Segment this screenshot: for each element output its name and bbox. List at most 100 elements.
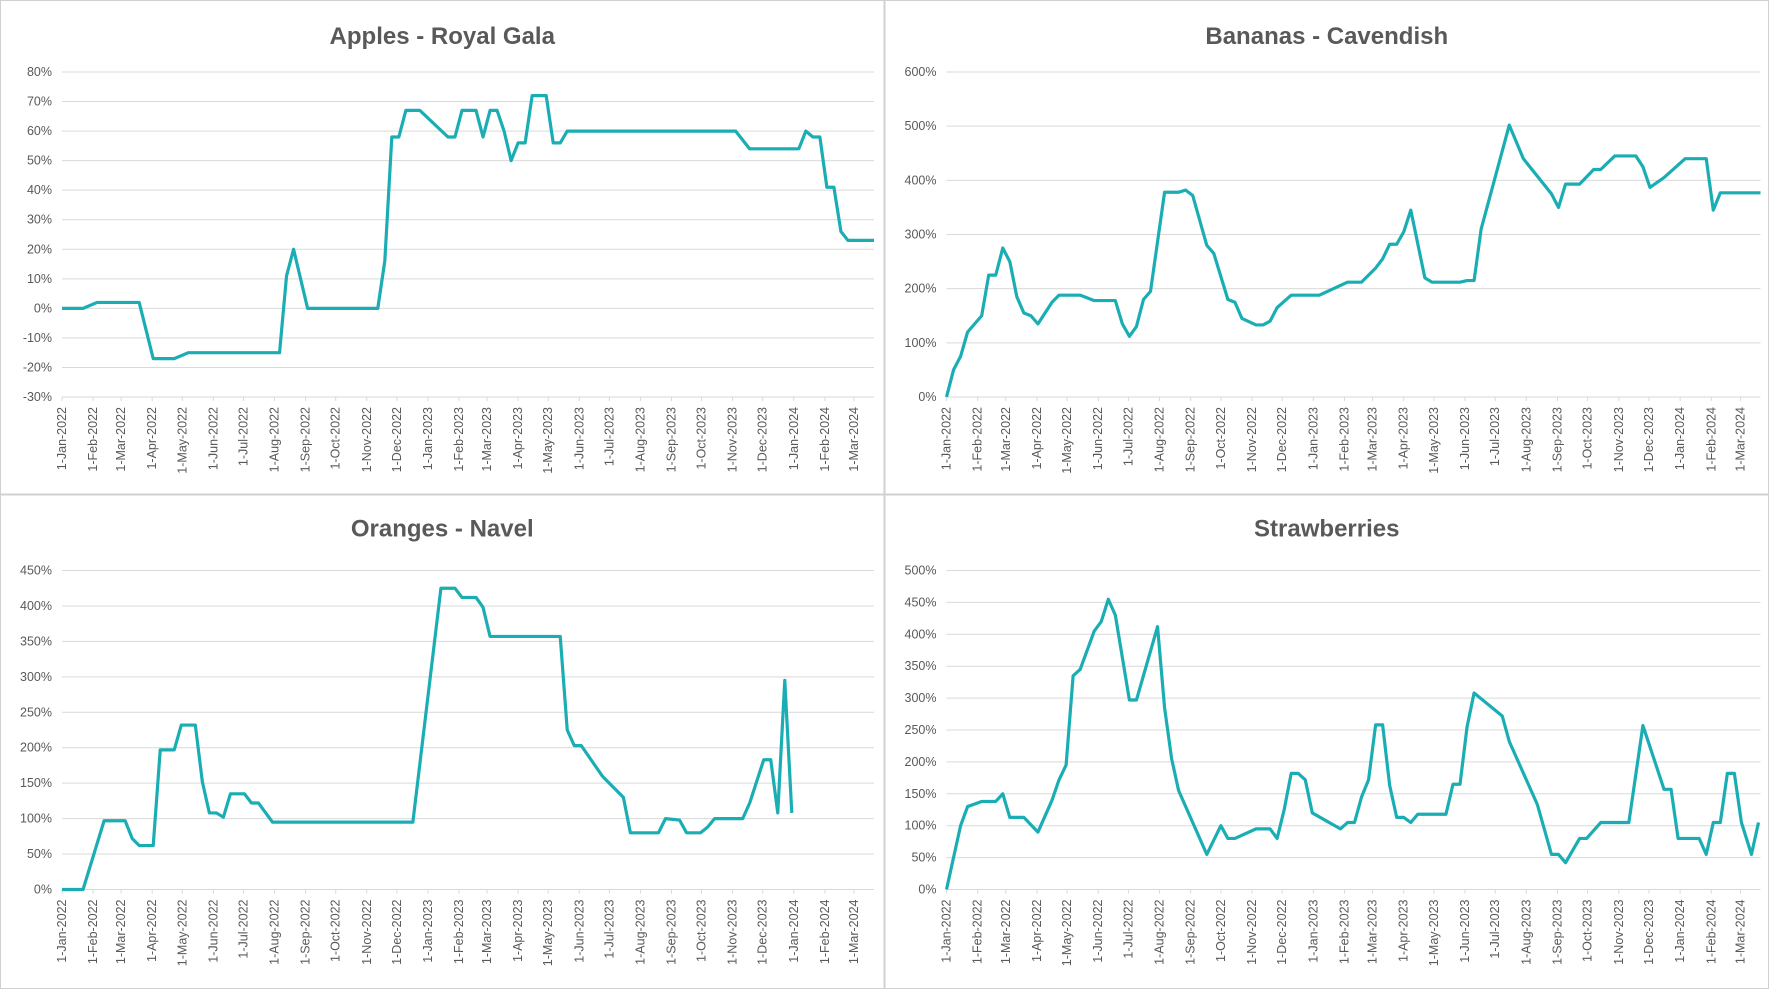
y-tick-label: 450% (905, 595, 937, 609)
y-tick-label: 600% (905, 65, 937, 79)
panel-border (884, 494, 1769, 989)
x-tick-label: 1-Jun-2023 (572, 407, 586, 470)
x-tick-label: 1-May-2023 (1427, 407, 1441, 474)
panel-border (884, 0, 1769, 495)
x-tick-label: 1-Mar-2022 (114, 899, 128, 964)
x-tick-label: 1-Jan-2023 (1306, 899, 1320, 962)
x-tick-label: 1-Dec-2023 (756, 407, 770, 472)
x-tick-label: 1-May-2022 (175, 407, 189, 474)
x-tick-label: 1-Jul-2023 (602, 407, 616, 466)
chart-panel: Oranges - Navel 0% 50% 100% 150% 200% 250% 300%… (0, 494, 885, 989)
x-tick-label: 1-Aug-2023 (633, 899, 647, 964)
x-tick-label: 1-Mar-2022 (999, 407, 1013, 472)
x-tick-label: 1-Jan-2024 (787, 407, 801, 470)
x-tick-label: 1-Jan-2024 (1673, 899, 1687, 962)
x-tick-label: 1-Jul-2022 (236, 899, 250, 958)
x-tick-label: 1-Jan-2023 (421, 899, 435, 962)
chart-panel: Bananas - Cavendish 0% 100% 200% 300% 400% 500… (884, 0, 1769, 495)
x-tick-label: 1-Feb-2024 (818, 407, 832, 472)
y-tick-label: 350% (20, 634, 52, 648)
y-tick-label: 20% (27, 242, 52, 256)
x-tick-label: 1-Feb-2024 (1704, 899, 1718, 964)
y-tick-label: 50% (27, 847, 52, 861)
data-line (944, 123, 1761, 398)
x-tick-label: 1-Jan-2022 (940, 899, 954, 962)
chart-panel: Apples - Royal Gala -30% -20% -10% 0% 10% 20% 3… (0, 0, 885, 495)
x-tick-label: 1-Jul-2023 (602, 899, 616, 958)
data-line (62, 586, 794, 892)
x-tick-label: 1-Feb-2023 (452, 899, 466, 964)
x-tick-label: 1-Sep-2023 (665, 407, 679, 472)
x-tick-label: 1-Oct-2023 (695, 407, 709, 470)
x-tick-label: 1-Feb-2022 (971, 899, 985, 964)
x-tick-label: 1-Feb-2024 (1704, 407, 1718, 472)
y-tick-label: 100% (20, 812, 52, 826)
y-tick-label: 400% (905, 173, 937, 187)
x-tick-label: 1-Oct-2022 (329, 899, 343, 962)
x-tick-label: 1-Oct-2022 (329, 407, 343, 470)
x-tick-label: 1-Mar-2024 (1733, 407, 1747, 472)
x-tick-label: 1-Apr-2023 (511, 899, 525, 962)
chart-panel: Strawberries 0% 50% 100% 150% 200% 250% 300% 350… (884, 494, 1769, 989)
x-tick-label: 1-Aug-2023 (1519, 407, 1533, 472)
y-tick-label: 350% (905, 659, 937, 673)
x-tick-label: 1-Jan-2023 (1306, 407, 1320, 470)
x-tick-label: 1-May-2023 (541, 407, 555, 474)
x-tick-label: 1-Apr-2023 (1397, 899, 1411, 962)
x-tick-label: 1-Nov-2022 (360, 899, 374, 964)
y-tick-label: -20% (23, 360, 52, 374)
x-tick-label: 1-Nov-2023 (1612, 407, 1626, 472)
x-tick-label: 1-May-2022 (175, 899, 189, 966)
x-tick-label: 1-Apr-2023 (1397, 407, 1411, 470)
x-tick-label: 1-Dec-2022 (390, 407, 404, 472)
y-tick-label: 0% (34, 301, 52, 315)
y-tick-label: 450% (20, 564, 52, 578)
x-tick-label: 1-Mar-2024 (847, 407, 861, 472)
x-tick-label: 1-Nov-2022 (1245, 899, 1259, 964)
x-tick-label: 1-Oct-2022 (1214, 899, 1228, 962)
x-tick-label: 1-Sep-2023 (665, 899, 679, 964)
x-tick-label: 1-Nov-2023 (726, 899, 740, 964)
y-tick-label: 200% (905, 755, 937, 769)
y-tick-label: 150% (20, 776, 52, 790)
x-tick-label: 1-Jan-2022 (940, 407, 954, 470)
chart-title: Bananas - Cavendish (1205, 23, 1448, 50)
x-tick-label: 1-Nov-2023 (1612, 899, 1626, 964)
x-tick-label: 1-Jul-2023 (1488, 407, 1502, 466)
y-tick-label: 200% (905, 282, 937, 296)
y-tick-label: 80% (27, 65, 52, 79)
x-tick-label: 1-Sep-2022 (299, 899, 313, 964)
y-tick-label: 300% (905, 228, 937, 242)
y-tick-label: 400% (20, 599, 52, 613)
x-tick-label: 1-Jul-2022 (1121, 899, 1135, 958)
y-tick-label: 40% (27, 183, 52, 197)
x-tick-label: 1-Jun-2023 (1458, 899, 1472, 962)
y-tick-label: 0% (918, 390, 936, 404)
x-tick-label: 1-Jun-2022 (206, 899, 220, 962)
x-tick-label: 1-Feb-2024 (818, 899, 832, 964)
x-tick-label: 1-Sep-2022 (1184, 407, 1198, 472)
x-tick-label: 1-Apr-2022 (145, 899, 159, 962)
x-tick-label: 1-Dec-2022 (1275, 899, 1289, 964)
x-tick-label: 1-Mar-2022 (999, 899, 1013, 964)
y-tick-label: 300% (905, 691, 937, 705)
y-tick-label: 150% (905, 787, 937, 801)
x-tick-label: 1-Jan-2023 (421, 407, 435, 470)
y-tick-label: 50% (911, 851, 936, 865)
y-tick-label: 60% (27, 124, 52, 138)
x-tick-label: 1-Sep-2022 (1184, 899, 1198, 964)
x-tick-label: 1-Apr-2022 (145, 407, 159, 470)
x-tick-label: 1-Mar-2024 (847, 899, 861, 964)
x-tick-label: 1-Mar-2024 (1733, 899, 1747, 964)
x-tick-label: 1-Aug-2022 (1153, 407, 1167, 472)
y-tick-label: 100% (905, 819, 937, 833)
x-tick-label: 1-Oct-2023 (695, 899, 709, 962)
y-tick-label: 100% (905, 336, 937, 350)
x-tick-label: 1-Jun-2022 (1091, 899, 1105, 962)
x-tick-label: 1-Sep-2023 (1551, 407, 1565, 472)
x-tick-label: 1-Nov-2022 (360, 407, 374, 472)
x-tick-label: 1-Nov-2022 (1245, 407, 1259, 472)
x-tick-label: 1-May-2023 (1427, 899, 1441, 966)
